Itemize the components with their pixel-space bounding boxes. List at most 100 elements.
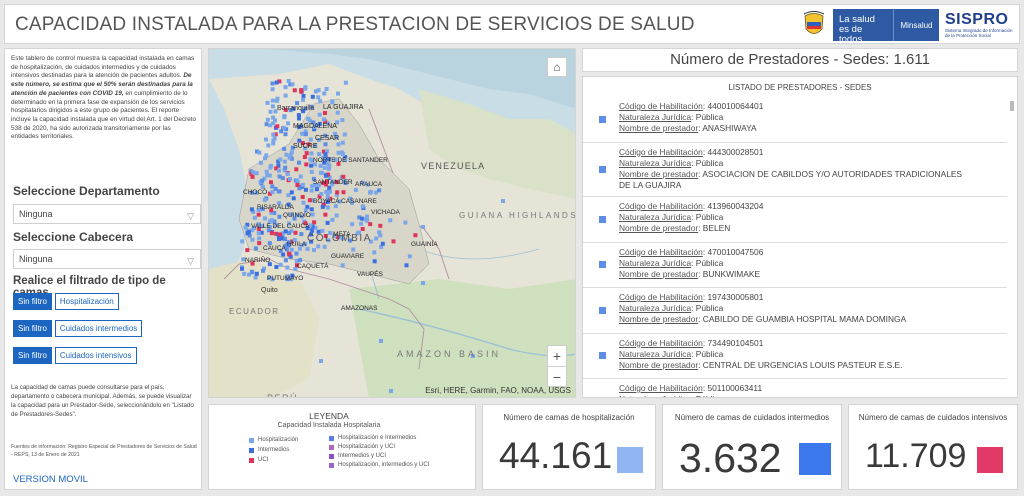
bed-point[interactable] [272,136,277,141]
bed-point[interactable] [285,274,290,279]
bed-point[interactable] [313,89,318,94]
bed-point[interactable] [314,123,319,128]
bed-point[interactable] [294,258,299,263]
bed-point[interactable] [309,158,314,163]
bed-point[interactable] [326,238,331,243]
bed-point[interactable] [282,159,287,164]
bed-point[interactable] [260,207,265,212]
bed-point[interactable] [297,186,302,191]
bed-point[interactable] [245,248,250,253]
bed-point[interactable] [267,219,272,224]
bed-point[interactable] [310,228,315,233]
bed-point[interactable] [304,151,309,156]
bed-point[interactable] [365,214,369,219]
mobile-version-link[interactable]: VERSION MOVIL [13,474,88,485]
bed-point[interactable] [335,190,340,195]
bed-point[interactable] [306,142,311,147]
bed-point[interactable] [256,208,261,212]
bed-point[interactable] [259,230,264,235]
bed-point[interactable] [271,121,276,126]
bed-point[interactable] [293,230,298,235]
bed-point[interactable] [247,272,251,277]
bed-point[interactable] [340,118,345,122]
bed-point[interactable] [262,197,267,202]
bed-point[interactable] [291,106,296,111]
bed-point[interactable] [270,184,275,189]
department-dropdown[interactable]: Ninguna ▽ [13,204,201,224]
bed-point[interactable] [300,182,305,187]
bed-point[interactable] [287,240,292,245]
bed-point[interactable] [282,146,287,151]
bed-point[interactable] [269,208,274,213]
bed-point[interactable] [286,202,291,207]
bed-point[interactable] [254,271,259,276]
bed-point[interactable] [300,242,305,247]
bed-point[interactable] [326,172,331,177]
provider-item[interactable]: Código de Habilitación: 413960043204 Natu… [583,197,1007,243]
bed-point[interactable] [250,174,255,179]
bed-point[interactable] [368,239,373,244]
bed-point[interactable] [289,212,294,217]
bed-point[interactable] [297,125,302,129]
bed-point[interactable] [282,115,287,120]
bed-point[interactable] [323,111,327,115]
bed-point[interactable] [270,104,275,109]
bed-point[interactable] [309,163,314,168]
bed-point[interactable] [334,135,339,140]
bed-point[interactable] [310,94,315,99]
bed-point[interactable] [322,244,327,249]
bed-point[interactable] [303,86,308,91]
bed-point[interactable] [363,217,368,222]
bed-point[interactable] [283,93,288,98]
bed-point[interactable] [378,223,383,228]
bed-point[interactable] [310,224,315,229]
bed-point[interactable] [309,239,314,244]
bed-point[interactable] [278,249,283,253]
bed-point[interactable] [324,189,329,194]
bed-point[interactable] [255,149,259,154]
bed-point[interactable] [299,232,304,237]
bed-point[interactable] [278,262,283,267]
bed-point[interactable] [262,266,266,271]
bed-point[interactable] [403,220,408,225]
bed-point[interactable] [309,169,314,174]
bed-point[interactable] [290,82,295,87]
bed-point[interactable] [323,133,328,138]
bed-point[interactable] [324,182,328,187]
bed-point[interactable] [281,125,286,130]
bed-point[interactable] [282,167,287,172]
bed-point[interactable] [327,185,332,190]
bed-point[interactable] [283,165,288,170]
bed-point[interactable] [337,199,342,204]
bed-point[interactable] [260,224,265,229]
bed-point[interactable] [321,149,326,154]
bed-point[interactable] [279,235,284,240]
bed-point[interactable] [269,231,274,236]
bed-point[interactable] [287,251,291,256]
bed-point[interactable] [267,173,272,178]
bed-point[interactable] [343,80,348,85]
bed-point[interactable] [286,121,291,126]
bed-point[interactable] [301,200,306,205]
bed-point[interactable] [267,262,272,267]
bed-point[interactable] [311,176,316,181]
bed-point[interactable] [348,196,353,201]
bed-point[interactable] [309,104,314,109]
bed-point[interactable] [313,162,317,167]
bed-point[interactable] [274,265,279,269]
bed-point[interactable] [275,96,280,101]
bed-point[interactable] [289,228,294,233]
bed-point[interactable] [294,251,299,256]
bed-point[interactable] [336,150,341,155]
bed-point[interactable] [334,180,339,185]
bed-point[interactable] [318,163,323,168]
bed-point[interactable] [276,163,281,168]
bed-point[interactable] [300,195,305,199]
bed-point[interactable] [306,116,311,121]
bed-point[interactable] [299,88,304,93]
bed-point[interactable] [317,112,322,117]
bed-point[interactable] [299,124,304,129]
bed-point[interactable] [323,142,328,147]
bed-point[interactable] [325,205,330,210]
bed-point[interactable] [281,252,286,257]
